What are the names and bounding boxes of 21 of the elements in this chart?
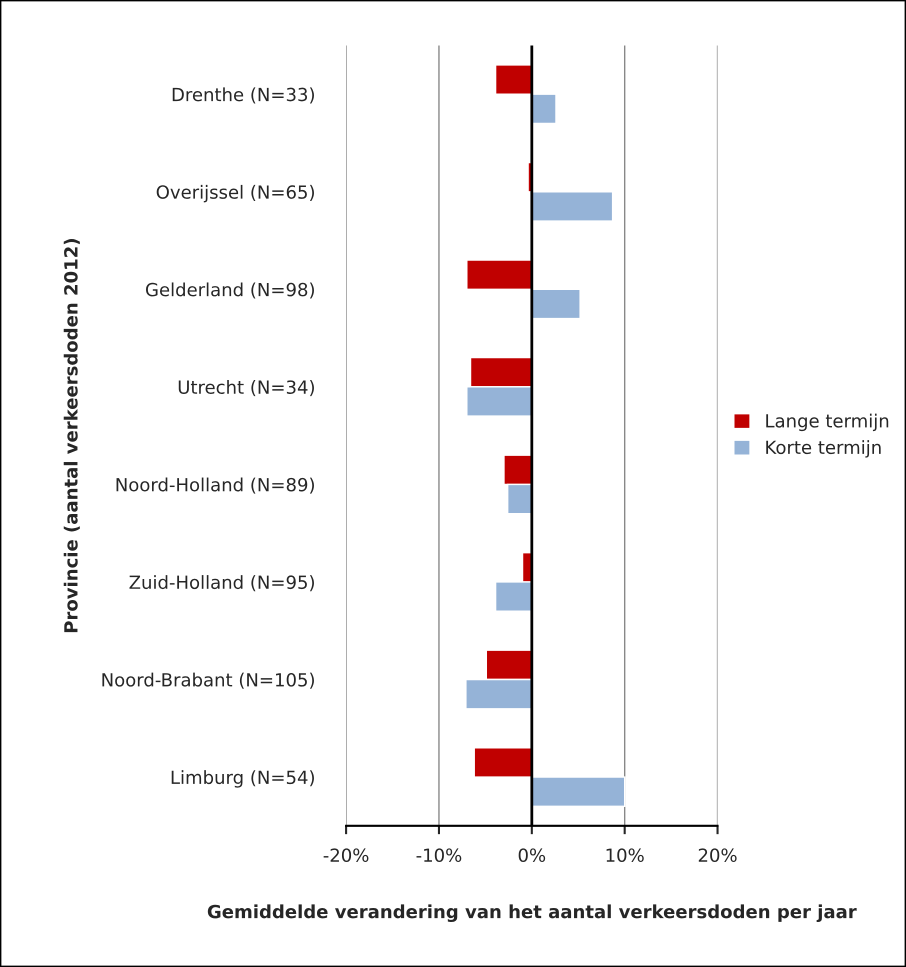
y-tick-label: Limburg (N=54) [172,770,314,788]
x-tick-label: -10% [416,848,462,862]
bar [531,288,581,320]
legend-label: Lange termijn [766,414,888,432]
x-axis-title: Gemiddelde verandering van het aantal verkeersdoden per jaar [208,904,857,922]
x-tick-label: 20% [698,848,737,862]
y-axis-title: Provincie (aantal verkeersdoden 2012) [64,239,80,632]
x-tick-label: -20% [324,848,368,862]
y-tick-label: Drenthe (N=33) [172,87,314,104]
legend-label: Korte termijn [766,440,881,458]
y-tick-label: Overijssel (N=65) [156,184,314,202]
y-tick-label: Noord-Holland (N=89) [116,478,314,494]
y-tick-label: Zuid-Holland (N=95) [129,575,314,592]
x-tick-label: 0% [518,848,546,862]
y-tick-label: Noord-Brabant (N=105) [102,672,314,689]
x-tick-label: 10% [606,848,644,862]
bar [531,94,557,124]
y-tick-label: Gelderland (N=98) [146,282,314,299]
bar [531,191,614,222]
bar [531,776,626,808]
y-tick-label: Utrecht (N=34) [178,380,314,396]
